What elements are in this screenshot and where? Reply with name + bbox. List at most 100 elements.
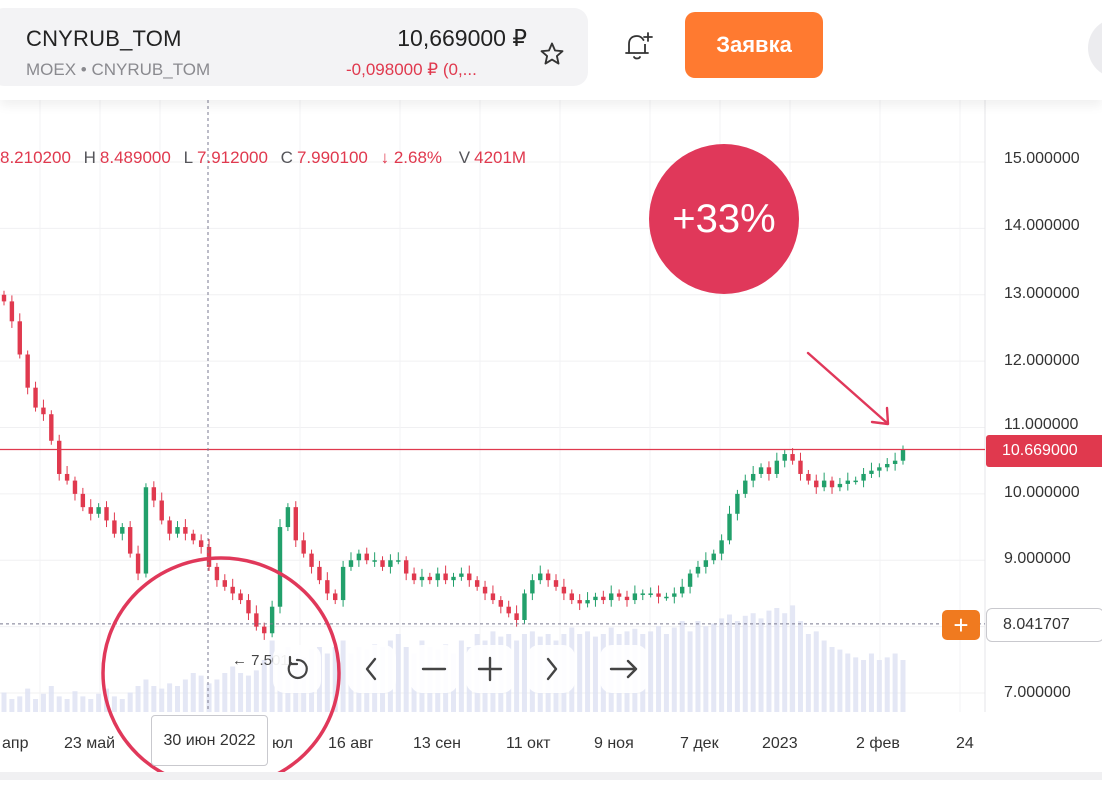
- candle-body: [1, 294, 7, 302]
- volume-bar: [750, 613, 756, 712]
- candle-body: [380, 560, 385, 567]
- candle-body: [814, 480, 819, 488]
- volume-bar: [813, 631, 819, 712]
- volume-bar: [332, 647, 338, 712]
- chart-grid: [0, 100, 986, 712]
- candle-body: [632, 593, 638, 601]
- candle-body: [679, 586, 685, 594]
- volume-bar: [829, 647, 835, 712]
- go-to-latest-button[interactable]: [600, 645, 648, 693]
- candle-body: [506, 606, 511, 614]
- chart-area[interactable]: 8.210200 H 8.489000 L 7.912000 C 7.990100 ↓…: [0, 100, 1102, 780]
- volume-bar: [774, 608, 780, 712]
- chevron-right-icon: [546, 657, 558, 681]
- candle-body: [403, 560, 409, 574]
- minus-icon: [421, 667, 447, 671]
- reset-button[interactable]: [273, 645, 321, 693]
- volume-bar: [592, 636, 598, 712]
- scroll-right-button[interactable]: [527, 645, 575, 693]
- candle-body: [593, 596, 598, 601]
- volume-bar: [656, 626, 662, 712]
- volume-bar: [214, 679, 220, 712]
- volume-bar: [340, 640, 346, 712]
- candle-body: [356, 553, 362, 561]
- volume-bar: [514, 640, 520, 712]
- volume-bar: [742, 615, 748, 712]
- candle-body: [664, 596, 669, 599]
- candle-body: [167, 520, 172, 534]
- candle-body: [609, 593, 614, 601]
- volume-bar: [521, 634, 527, 712]
- candle-body: [892, 460, 898, 465]
- volume-bar: [876, 660, 882, 712]
- candle-body: [49, 414, 54, 441]
- bell-plus-icon[interactable]: [620, 28, 656, 64]
- order-button[interactable]: Заявка: [685, 12, 823, 78]
- y-tick-label: 11.000000: [1004, 416, 1079, 433]
- candle-body: [719, 540, 724, 554]
- avatar[interactable]: [1088, 18, 1102, 78]
- volume-bar: [679, 621, 685, 712]
- candle-body: [569, 593, 574, 601]
- candle-body: [396, 560, 401, 562]
- candle-body: [900, 449, 906, 461]
- volume-bar: [837, 649, 843, 712]
- x-tick-label: 13 сен: [413, 735, 461, 752]
- candle-body: [758, 467, 764, 474]
- candle-body: [348, 560, 354, 567]
- candle-body: [616, 593, 622, 597]
- candle-body: [695, 566, 701, 574]
- zoom-in-button[interactable]: [466, 645, 514, 693]
- instrument-card[interactable]: CNYRUB_TOM MOEX • CNYRUB_TOM 10,669000 ₽…: [0, 8, 588, 86]
- exchange-label: MOEX • CNYRUB_TOM: [26, 60, 211, 79]
- volume-bar: [821, 640, 827, 712]
- volume-bar: [861, 660, 867, 712]
- candle-body: [703, 560, 709, 567]
- volume-bar: [198, 675, 204, 712]
- horizontal-scrollbar[interactable]: [0, 772, 1102, 780]
- candle-body: [766, 467, 772, 474]
- x-tick-label: 9 ноя: [594, 735, 634, 752]
- zoom-out-button[interactable]: [410, 645, 458, 693]
- candle-body: [41, 407, 46, 415]
- arrow-head: [870, 406, 890, 426]
- arrow-shaft: [806, 351, 888, 424]
- volume-bar: [719, 618, 725, 712]
- volume-bar: [892, 653, 898, 712]
- candle-body: [309, 553, 314, 567]
- candle-body: [522, 593, 527, 620]
- candle-body: [230, 586, 235, 594]
- volume-bar: [1, 692, 7, 712]
- open-value: 8.210200: [0, 148, 71, 167]
- volume-bar: [56, 696, 62, 712]
- volume-bar: [64, 699, 70, 712]
- price-change: -0,098000 ₽ (0,...: [346, 60, 477, 79]
- candle-body: [17, 321, 22, 355]
- volume-bar: [687, 631, 693, 712]
- volume-bar: [25, 688, 31, 712]
- add-alert-button[interactable]: +: [942, 610, 980, 640]
- candle-body: [869, 470, 874, 474]
- x-tick-label-selected: 30 июн 2022: [151, 715, 268, 766]
- candle-body: [285, 507, 291, 528]
- star-icon[interactable]: [538, 40, 566, 68]
- scroll-left-button[interactable]: [348, 645, 396, 693]
- volume-bar: [9, 699, 15, 712]
- volume-bar: [167, 683, 173, 712]
- volume-bar: [17, 696, 23, 712]
- candle-body: [577, 600, 582, 604]
- candle-body: [419, 576, 425, 581]
- volume-bar: [96, 693, 102, 712]
- y-tick-label: 7.000000: [1004, 684, 1071, 701]
- candle-body: [514, 613, 519, 620]
- candle-body: [750, 473, 756, 481]
- candle-body: [443, 573, 448, 581]
- candle-body: [774, 460, 780, 474]
- candle-body: [782, 454, 787, 461]
- cursor-price-tag: 8.041707: [986, 608, 1102, 642]
- price-lines: [0, 100, 985, 712]
- candle-body: [293, 507, 298, 541]
- volume-bar: [853, 657, 859, 712]
- candle-body: [33, 387, 38, 408]
- high-value: 8.489000: [99, 148, 171, 167]
